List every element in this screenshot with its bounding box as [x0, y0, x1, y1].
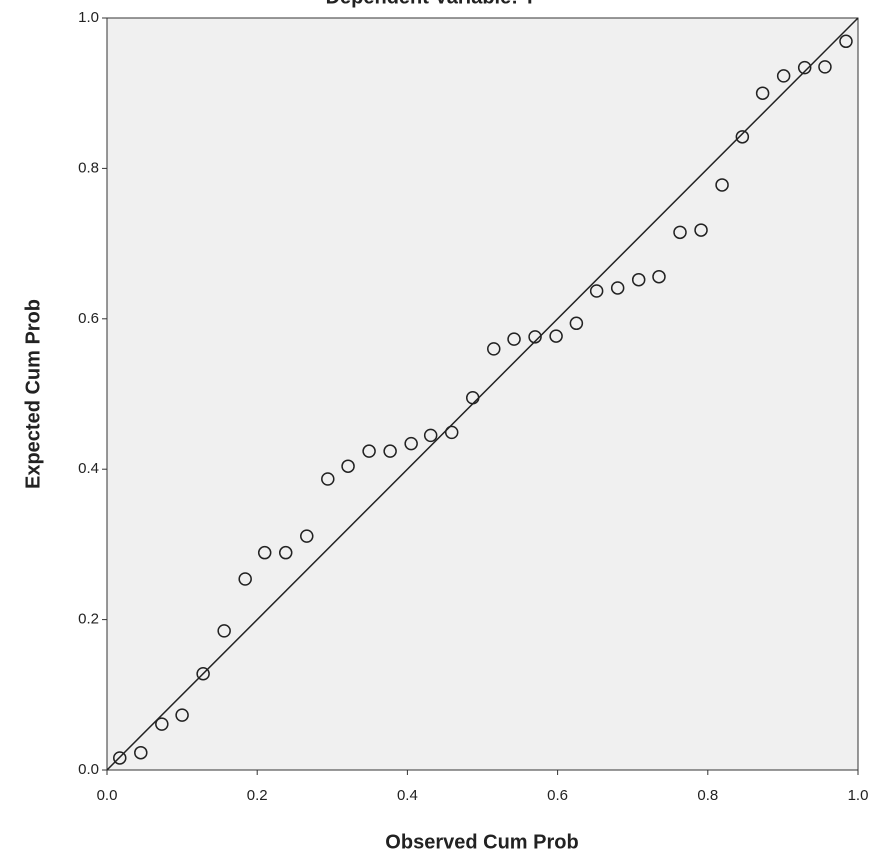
- x-tick-label: 1.0: [848, 787, 869, 804]
- point: [383, 444, 397, 458]
- point: [487, 342, 501, 356]
- x-tick-label: 0.2: [247, 787, 268, 804]
- point: [818, 60, 832, 74]
- point: [652, 269, 666, 284]
- point: [362, 444, 376, 458]
- point: [694, 223, 708, 237]
- y-tick-label: 0.4: [78, 460, 99, 477]
- point: [839, 34, 853, 49]
- point: [528, 330, 542, 344]
- chart-title: Dependent Variable: Y: [326, 0, 537, 8]
- point: [217, 624, 231, 638]
- point: [715, 178, 729, 192]
- point: [507, 332, 521, 346]
- x-tick-label: 0.0: [97, 787, 118, 804]
- point: [776, 69, 791, 83]
- point: [238, 572, 252, 586]
- point: [444, 425, 459, 440]
- x-tick-label: 0.6: [547, 787, 568, 804]
- x-axis-label: Observed Cum Prob: [385, 831, 578, 853]
- y-tick-label: 0.6: [78, 310, 99, 327]
- point: [321, 472, 335, 486]
- point: [175, 708, 189, 722]
- y-tick-label: 0.2: [78, 611, 99, 628]
- point: [735, 130, 750, 144]
- reference-line: [106, 17, 859, 771]
- point: [113, 751, 127, 765]
- x-tick-label: 0.4: [397, 787, 418, 804]
- point: [797, 60, 812, 75]
- point: [610, 281, 625, 295]
- point: [423, 428, 438, 443]
- point: [341, 459, 355, 473]
- point: [134, 745, 148, 760]
- point: [155, 717, 169, 731]
- point: [465, 391, 480, 405]
- point: [300, 529, 314, 543]
- point: [257, 545, 272, 560]
- y-tick-label: 1.0: [78, 9, 99, 26]
- point: [589, 284, 604, 298]
- point: [278, 545, 293, 560]
- y-tick-label: 0.0: [78, 761, 99, 778]
- y-tick-label: 0.8: [78, 159, 99, 176]
- point: [673, 225, 687, 240]
- point: [549, 329, 563, 343]
- point: [631, 272, 646, 287]
- point: [569, 316, 584, 331]
- point: [755, 86, 770, 100]
- x-tick-label: 0.8: [697, 787, 718, 804]
- point: [404, 436, 418, 451]
- y-axis-label: Expected Cum Prob: [22, 299, 44, 489]
- point: [196, 666, 210, 681]
